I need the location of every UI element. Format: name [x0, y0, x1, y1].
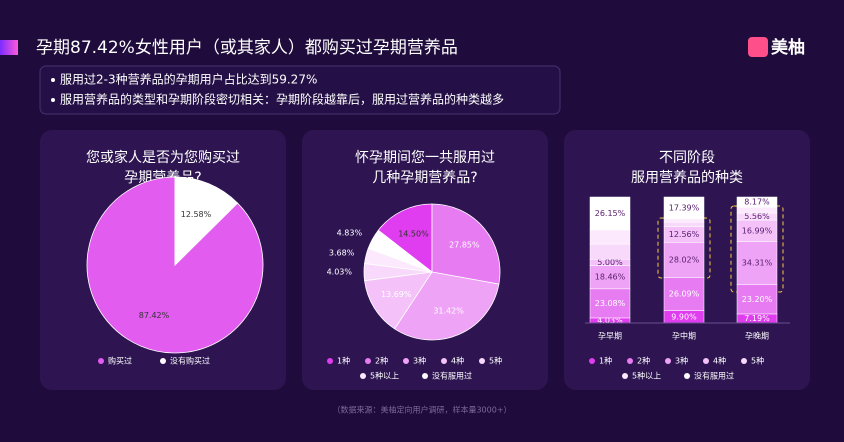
chart-title: 您或家人是否为您购买过	[86, 149, 240, 166]
legend-swatch	[365, 358, 371, 364]
legend-swatch	[589, 358, 595, 364]
legend-label: 2种	[637, 356, 650, 366]
legend-label: 1种	[337, 356, 350, 366]
data-label: 3.68%	[329, 248, 355, 257]
legend-label: 4种	[451, 356, 464, 366]
legend-label: 1种	[599, 356, 612, 366]
chart-title: 服用营养品的种类	[631, 170, 743, 186]
pie-slice	[367, 229, 433, 273]
data-label: 5.56%	[744, 212, 770, 221]
legend-label: 购买过	[108, 356, 132, 366]
chart-title: 几种孕期营养品?	[372, 170, 477, 186]
data-label: 5.00%	[597, 258, 623, 267]
legend-swatch	[327, 358, 333, 364]
legend-label: 5种	[489, 356, 502, 366]
data-label: 31.42%	[433, 306, 464, 315]
bar-segment	[736, 207, 778, 214]
bar-segment	[663, 242, 705, 278]
legend-label: 5种以上	[370, 371, 399, 381]
data-label: 4.83%	[337, 229, 363, 238]
legend-swatch	[479, 358, 485, 364]
bar-segment	[589, 243, 631, 260]
legend-swatch	[441, 358, 447, 364]
chart-title: 怀孕期间您一共服用过	[355, 149, 495, 166]
legend-swatch	[627, 358, 633, 364]
data-label: 23.08%	[595, 299, 626, 308]
data-label: 9.90%	[671, 312, 697, 321]
pie-slice	[377, 203, 433, 273]
data-label: 13.69%	[381, 290, 412, 299]
legend-swatch	[403, 358, 409, 364]
data-label: 26.15%	[595, 209, 626, 218]
x-tick-label: 孕晚期	[745, 331, 769, 341]
bullet-dot	[51, 98, 55, 102]
data-label: 4.03%	[597, 316, 623, 325]
pie-slice	[431, 203, 501, 285]
data-label: 12.56%	[669, 230, 700, 239]
data-label: 28.02%	[669, 256, 700, 265]
legend-swatch	[98, 358, 104, 364]
legend-label: 没有服用过	[432, 371, 472, 381]
legend-swatch	[684, 373, 690, 379]
bar-segment	[663, 221, 705, 227]
logo-icon	[748, 37, 768, 57]
data-label: 87.42%	[139, 311, 170, 320]
legend-label: 5种	[751, 356, 764, 366]
title-accent	[0, 40, 18, 55]
bar-segment	[589, 288, 631, 319]
legend-swatch	[741, 358, 747, 364]
data-label: 16.99%	[742, 226, 773, 235]
data-label: 18.46%	[595, 273, 626, 282]
pie-slice	[86, 176, 264, 354]
data-label: 8.17%	[744, 198, 770, 207]
legend-swatch	[360, 373, 366, 379]
legend-swatch	[703, 358, 709, 364]
legend-label: 4种	[713, 356, 726, 366]
bar-segment	[736, 196, 778, 208]
bullet-dot	[51, 78, 55, 82]
legend-label: 2种	[375, 356, 388, 366]
legend-swatch	[422, 373, 428, 379]
bar-segment	[589, 229, 631, 245]
pie-slice	[364, 271, 433, 330]
legend-label: 没有服用过	[694, 371, 734, 381]
page-title: 孕期87.42%女性用户（或其家人）都购买过孕期营养品	[36, 38, 458, 58]
legend-swatch	[665, 358, 671, 364]
legend-label: 3种	[413, 356, 426, 366]
bar-segment	[663, 196, 705, 220]
source: （数据来源：美柚定向用户调研，样本量3000+）	[332, 405, 511, 415]
data-label: 34.31%	[742, 259, 773, 268]
data-label: 17.39%	[669, 203, 700, 212]
bar-segment	[589, 196, 631, 231]
legend-label: 没有购买过	[170, 356, 210, 366]
logo: 美柚	[771, 37, 805, 58]
pie-slice	[394, 271, 500, 341]
data-label: 14.50%	[398, 230, 429, 239]
legend-swatch	[622, 373, 628, 379]
legend-label: 5种以上	[632, 371, 661, 381]
x-tick-label: 孕中期	[672, 331, 696, 341]
bar-segment	[663, 218, 705, 223]
data-label: 12.58%	[181, 210, 212, 219]
data-label: 4.03%	[327, 268, 353, 277]
bullet: 服用过2-3种营养品的孕期用户占比达到59.27%	[60, 72, 317, 87]
data-label: 26.09%	[669, 290, 700, 299]
bullet-box	[39, 65, 561, 115]
data-label: 23.20%	[742, 295, 773, 304]
pie-slice	[174, 176, 239, 266]
chart-title: 不同阶段	[659, 150, 715, 166]
data-label: 27.85%	[449, 240, 480, 249]
x-tick-label: 孕早期	[598, 332, 622, 341]
bullet: 服用营养品的类型和孕期阶段密切相关：孕期阶段越靠后，服用过营养品的种类越多	[60, 92, 504, 107]
legend-label: 3种	[675, 356, 688, 366]
data-label: 7.19%	[744, 314, 770, 323]
legend-swatch	[160, 358, 166, 364]
